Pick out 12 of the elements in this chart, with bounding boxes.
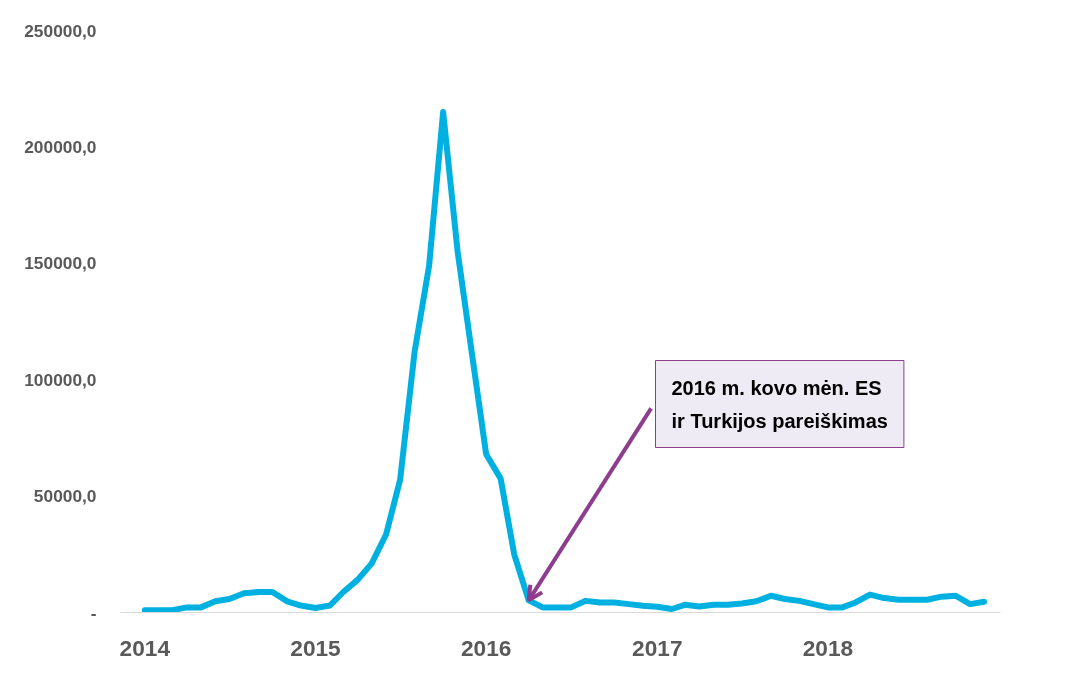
y-tick-label: 200000,0 — [24, 136, 97, 157]
y-tick-label: 250000,0 — [24, 20, 97, 41]
annotation: 2016 m. kovo mėn. ES ir Turkijos pareiškimas — [671, 376, 888, 432]
y-tick-label: 150000,0 — [24, 253, 97, 274]
y-tick-label: 100000,0 — [24, 369, 97, 390]
y-tick-label: 50000,0 — [33, 486, 97, 507]
x-tick-label: 2014 — [119, 634, 171, 661]
y-tick-label: - — [90, 602, 97, 623]
x-tick-label: 2015 — [290, 634, 341, 661]
x-tick-label: 2017 — [632, 634, 683, 661]
x-tick-label: 2016 — [460, 634, 512, 661]
x-tick-label: 2018 — [802, 634, 854, 661]
